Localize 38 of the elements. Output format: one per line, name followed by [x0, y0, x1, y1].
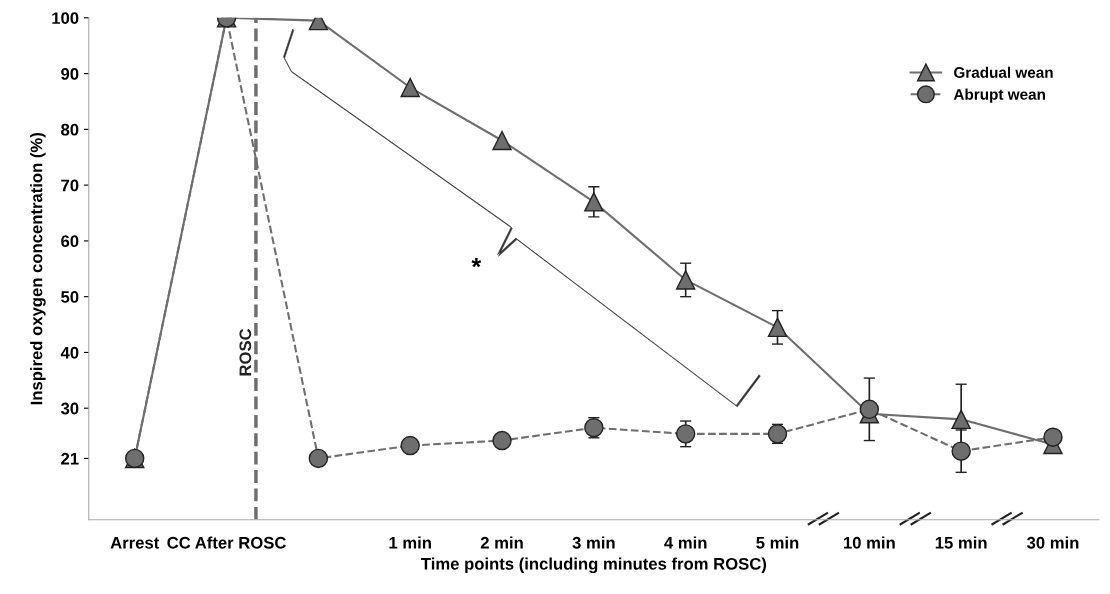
point	[400, 435, 420, 456]
y-tick-label: 90	[61, 67, 79, 80]
y-tick-label: 100	[52, 12, 79, 25]
point	[675, 424, 696, 444]
point	[584, 192, 604, 212]
point	[951, 441, 971, 461]
x-tick-label: Arrest	[110, 537, 160, 549]
y-tick-label: 40	[60, 346, 79, 359]
y-tick-label: 70	[61, 179, 79, 192]
y-axis-title: Inspired oxygen concentration (%)	[30, 133, 46, 405]
x-tick-label: 4 min	[664, 536, 707, 549]
y-tick-label: 60	[61, 235, 79, 248]
y-tick-label: 50	[61, 291, 79, 303]
point	[675, 270, 696, 290]
x-tick-label: 3 min	[572, 536, 615, 549]
x-tick-label: CC After ROSC	[167, 536, 286, 549]
x-tick-label: 5 min	[756, 536, 799, 549]
x-tick-label: 15 min	[935, 536, 987, 549]
point	[1043, 427, 1063, 447]
x-tick-label: 2 min	[480, 536, 523, 549]
ref-line-label: ROSC	[239, 328, 252, 376]
point	[492, 430, 512, 451]
point	[308, 448, 329, 469]
point	[951, 409, 971, 430]
point	[400, 77, 420, 98]
x-axis-title: Time points (including minutes from ROSC)	[421, 557, 767, 574]
point	[767, 317, 788, 338]
point	[859, 399, 880, 420]
point	[492, 130, 512, 151]
annotation: *	[471, 258, 482, 268]
x-tick-label: 10 min	[843, 536, 895, 549]
legend-label: Gradual wean	[954, 66, 1053, 78]
y-tick-label: 80	[61, 123, 79, 136]
legend-label: Abrupt wean	[953, 88, 1045, 103]
x-tick-label: 1 min	[389, 536, 431, 549]
y-tick-label: 21	[61, 452, 79, 465]
y-tick-label: 30	[60, 402, 79, 415]
x-tick-label: 30 min	[1026, 536, 1079, 549]
